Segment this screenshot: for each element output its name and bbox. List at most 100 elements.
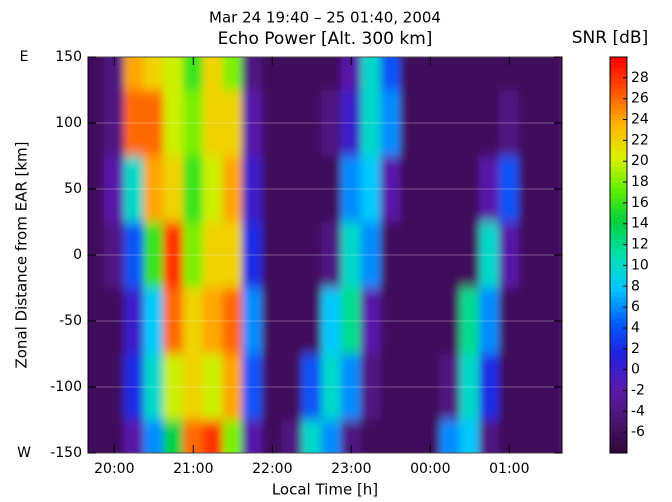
colorbar-segment bbox=[610, 343, 627, 350]
colorbar-tick-label: -6 bbox=[631, 424, 645, 440]
heatmap-cell bbox=[222, 156, 244, 222]
heatmap-cell bbox=[360, 420, 382, 453]
heatmap-cell bbox=[143, 156, 165, 222]
heatmap-cell bbox=[400, 288, 421, 354]
colorbar-segment bbox=[610, 176, 627, 183]
heatmap-cell bbox=[103, 222, 125, 288]
y-tick-label: 100 bbox=[55, 115, 82, 131]
heatmap-cell bbox=[360, 57, 382, 90]
heatmap-cell bbox=[479, 420, 500, 453]
colorbar-segment bbox=[610, 286, 627, 292]
heatmap-cell bbox=[419, 354, 441, 420]
colorbar-segment bbox=[610, 187, 627, 193]
colorbar-segment bbox=[610, 228, 627, 235]
heatmap-cell bbox=[242, 57, 263, 90]
colorbar-segment bbox=[610, 202, 627, 209]
heatmap-cell bbox=[202, 354, 224, 420]
heatmap-cells bbox=[88, 57, 562, 453]
colorbar-tick-label: 24 bbox=[631, 112, 649, 128]
heatmap-cell bbox=[202, 222, 224, 288]
heatmap-cell bbox=[301, 420, 323, 453]
heatmap-cell bbox=[380, 420, 402, 453]
heatmap-cell bbox=[459, 57, 481, 90]
heatmap-cell bbox=[321, 156, 342, 222]
heatmap-cell bbox=[123, 222, 145, 288]
colorbar-segment bbox=[610, 114, 627, 121]
x-tick-label: 00:00 bbox=[410, 461, 450, 477]
heatmap-cell bbox=[123, 354, 145, 420]
heatmap-cell bbox=[222, 288, 244, 354]
heatmap-cell bbox=[439, 90, 461, 156]
heatmap-cell bbox=[321, 288, 342, 354]
heatmap-cell bbox=[400, 156, 421, 222]
heatmap-cell bbox=[143, 90, 165, 156]
colorbar-title: SNR [dB] bbox=[572, 28, 648, 48]
heatmap-cell bbox=[321, 57, 342, 90]
heatmap-cell bbox=[419, 57, 441, 90]
colorbar-segment bbox=[610, 281, 627, 287]
heatmap-cell bbox=[518, 420, 540, 453]
heatmap-cell bbox=[143, 57, 165, 90]
heatmap-cell bbox=[479, 57, 500, 90]
colorbar-tick-label: 12 bbox=[631, 237, 649, 253]
heatmap-cell bbox=[479, 90, 500, 156]
heatmap-cell bbox=[360, 354, 382, 420]
heatmap bbox=[88, 57, 562, 453]
colorbar-frame bbox=[609, 56, 628, 454]
heatmap-cell bbox=[281, 288, 303, 354]
colorbar-segment bbox=[610, 426, 627, 433]
colorbar-segment bbox=[610, 400, 627, 407]
y-tick-label: -100 bbox=[50, 379, 82, 395]
colorbar-segment bbox=[610, 140, 627, 147]
heatmap-cell bbox=[439, 222, 461, 288]
heatmap-cell bbox=[498, 156, 520, 222]
colorbar-segment bbox=[610, 385, 627, 391]
heatmap-cell bbox=[301, 354, 323, 420]
heatmap-cell bbox=[380, 288, 402, 354]
heatmap-cell bbox=[400, 420, 421, 453]
heatmap-cell bbox=[281, 156, 303, 222]
heatmap-cell bbox=[202, 288, 224, 354]
colorbar-segment bbox=[610, 208, 627, 214]
heatmap-cell bbox=[498, 222, 520, 288]
colorbar-segment bbox=[610, 223, 627, 230]
colorbar-segment bbox=[610, 395, 627, 402]
heatmap-cell bbox=[340, 222, 362, 288]
colorbar-tick-label: 26 bbox=[631, 91, 649, 107]
colorbar-tick-label: 14 bbox=[631, 216, 649, 232]
heatmap-cell bbox=[538, 420, 560, 453]
heatmap-cell bbox=[518, 57, 540, 90]
x-axis-label: Local Time [h] bbox=[272, 481, 378, 499]
heatmap-cell bbox=[88, 420, 105, 453]
colorbar-segment bbox=[610, 411, 627, 418]
colorbar-segment bbox=[610, 374, 627, 381]
colorbar-segment bbox=[610, 72, 627, 79]
x-tick-label: 20:00 bbox=[94, 461, 134, 477]
heatmap-cell bbox=[281, 354, 303, 420]
heatmap-cell bbox=[459, 288, 481, 354]
colorbar-tick-label: 16 bbox=[631, 195, 649, 211]
colorbar-tick-label: 20 bbox=[631, 153, 649, 169]
heatmap-cell bbox=[321, 354, 342, 420]
heatmap-cell bbox=[163, 288, 184, 354]
y-axis-label: Zonal Distance from EAR [km] bbox=[13, 141, 31, 368]
y-tick-label: 150 bbox=[55, 49, 82, 65]
heatmap-cell bbox=[459, 90, 481, 156]
colorbar-segment bbox=[610, 77, 627, 84]
heatmap-cell bbox=[538, 354, 560, 420]
heatmap-cell bbox=[340, 288, 362, 354]
colorbar-segment bbox=[610, 416, 627, 423]
heatmap-cell bbox=[419, 156, 441, 222]
heatmap-cell bbox=[340, 90, 362, 156]
colorbar-segment bbox=[610, 348, 627, 355]
heatmap-cell bbox=[202, 420, 224, 453]
colorbar-segment bbox=[610, 364, 627, 371]
colorbar-segment bbox=[610, 447, 627, 454]
colorbar-segment bbox=[610, 296, 627, 303]
heatmap-cell bbox=[400, 90, 421, 156]
heatmap-cell bbox=[182, 288, 204, 354]
colorbar-segment bbox=[610, 301, 627, 308]
heatmap-cell bbox=[123, 420, 145, 453]
